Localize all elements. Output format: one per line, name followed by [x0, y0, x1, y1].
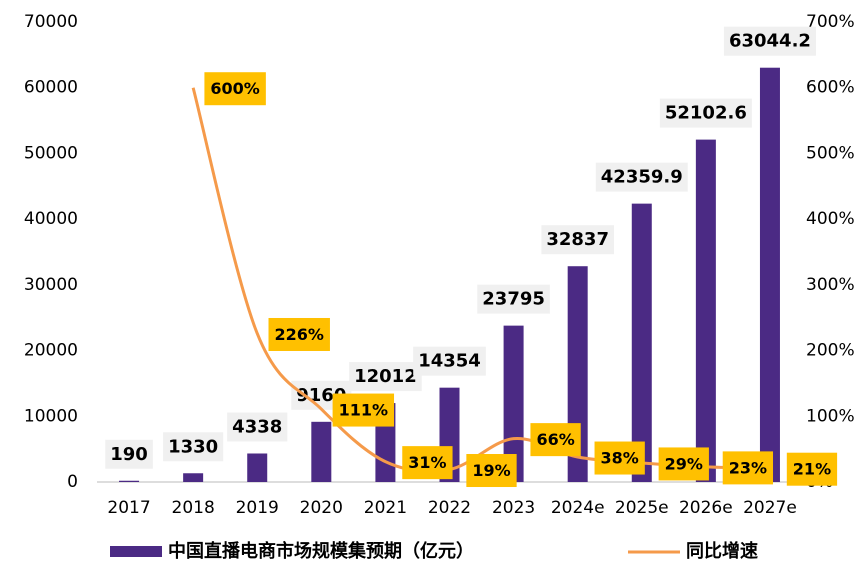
y2-tick-label: 400%: [806, 209, 855, 229]
bar: [759, 67, 780, 483]
x-tick-label: 2024e: [551, 498, 605, 518]
bar-label-bg: [349, 362, 422, 392]
bar: [247, 453, 268, 482]
line-value-label: 29%: [665, 454, 703, 473]
y2-tick-label: 700%: [806, 12, 855, 32]
bar-label-bg: [659, 98, 752, 128]
bar-label-bg: [723, 26, 816, 56]
line-label-bg: [268, 317, 330, 351]
y-tick-label: 60000: [24, 78, 78, 98]
line-label-bg: [722, 451, 774, 485]
bar-label-bg: [477, 284, 550, 314]
bar: [183, 473, 204, 482]
y2-tick-label: 300%: [806, 275, 855, 295]
bar: [631, 203, 652, 482]
x-tick-label: 2025e: [615, 498, 669, 518]
line-value-label: 226%: [275, 325, 324, 344]
bar-label-bg: [595, 162, 688, 192]
x-tick-label: 2022: [428, 498, 471, 518]
y2-tick-label: 500%: [806, 143, 855, 163]
line-value-label: 19%: [472, 461, 510, 480]
y-tick-label: 50000: [24, 143, 78, 163]
line-label-bg: [594, 441, 645, 475]
x-tick-label: 2017: [107, 498, 150, 518]
line-label-bg: [466, 454, 517, 488]
legend-label: 同比增速: [686, 540, 758, 562]
y2-tick-label: 200%: [806, 341, 855, 361]
bar: [119, 480, 140, 482]
y-tick-label: 70000: [24, 12, 78, 32]
line-label-bg: [658, 447, 709, 481]
bar-value-label: 12012: [354, 366, 417, 387]
bar-value-label: 14354: [418, 351, 481, 372]
legend-label: 中国直播电商市场规模集预期（亿元）: [168, 540, 474, 562]
bar-value-label: 52102.6: [665, 103, 747, 124]
bar-value-label: 42359.9: [601, 167, 683, 188]
y2-tick-label: 600%: [806, 78, 855, 98]
line-label-bg: [530, 423, 581, 457]
bar-label-bg: [227, 412, 288, 442]
line-label-bg: [204, 72, 266, 106]
y-tick-label: 0: [67, 472, 78, 492]
bar-value-label: 4338: [232, 416, 282, 437]
bar-value-label: 63044.2: [729, 31, 811, 52]
bar-value-label: 1330: [168, 436, 218, 457]
y2-tick-label: 100%: [806, 406, 855, 426]
line-value-label: 66%: [536, 430, 574, 449]
legend-swatch: [110, 546, 162, 557]
bar-label-bg: [163, 432, 224, 462]
x-tick-label: 2018: [172, 498, 215, 518]
x-tick-label: 2026e: [679, 498, 733, 518]
x-tick-label: 2020: [300, 498, 343, 518]
line-value-label: 31%: [408, 453, 446, 472]
y-tick-label: 40000: [24, 209, 78, 229]
bar-label-bg: [541, 225, 614, 255]
line-value-label: 38%: [601, 449, 639, 468]
bar-value-label: 23795: [482, 289, 545, 310]
bar-value-label: 32837: [546, 229, 609, 250]
bar-label-bg: [413, 346, 486, 376]
x-tick-label: 2023: [492, 498, 535, 518]
x-tick-label: 2027e: [743, 498, 797, 518]
bar: [503, 325, 524, 482]
line-value-label: 23%: [729, 458, 767, 477]
line-label-bg: [402, 446, 453, 480]
x-tick-label: 2021: [364, 498, 407, 518]
y-tick-label: 10000: [24, 406, 78, 426]
y-tick-label: 20000: [24, 341, 78, 361]
bar-value-label: 190: [110, 444, 148, 465]
line-value-label: 21%: [793, 460, 831, 479]
bar: [311, 421, 332, 482]
line-value-label: 111%: [339, 401, 388, 420]
bar-label-bg: [105, 439, 153, 469]
line-value-label: 600%: [210, 79, 259, 98]
bar: [695, 139, 716, 482]
y-tick-label: 30000: [24, 275, 78, 295]
line-label-bg: [332, 393, 395, 427]
x-tick-label: 2019: [236, 498, 279, 518]
line-label-bg: [786, 452, 838, 486]
